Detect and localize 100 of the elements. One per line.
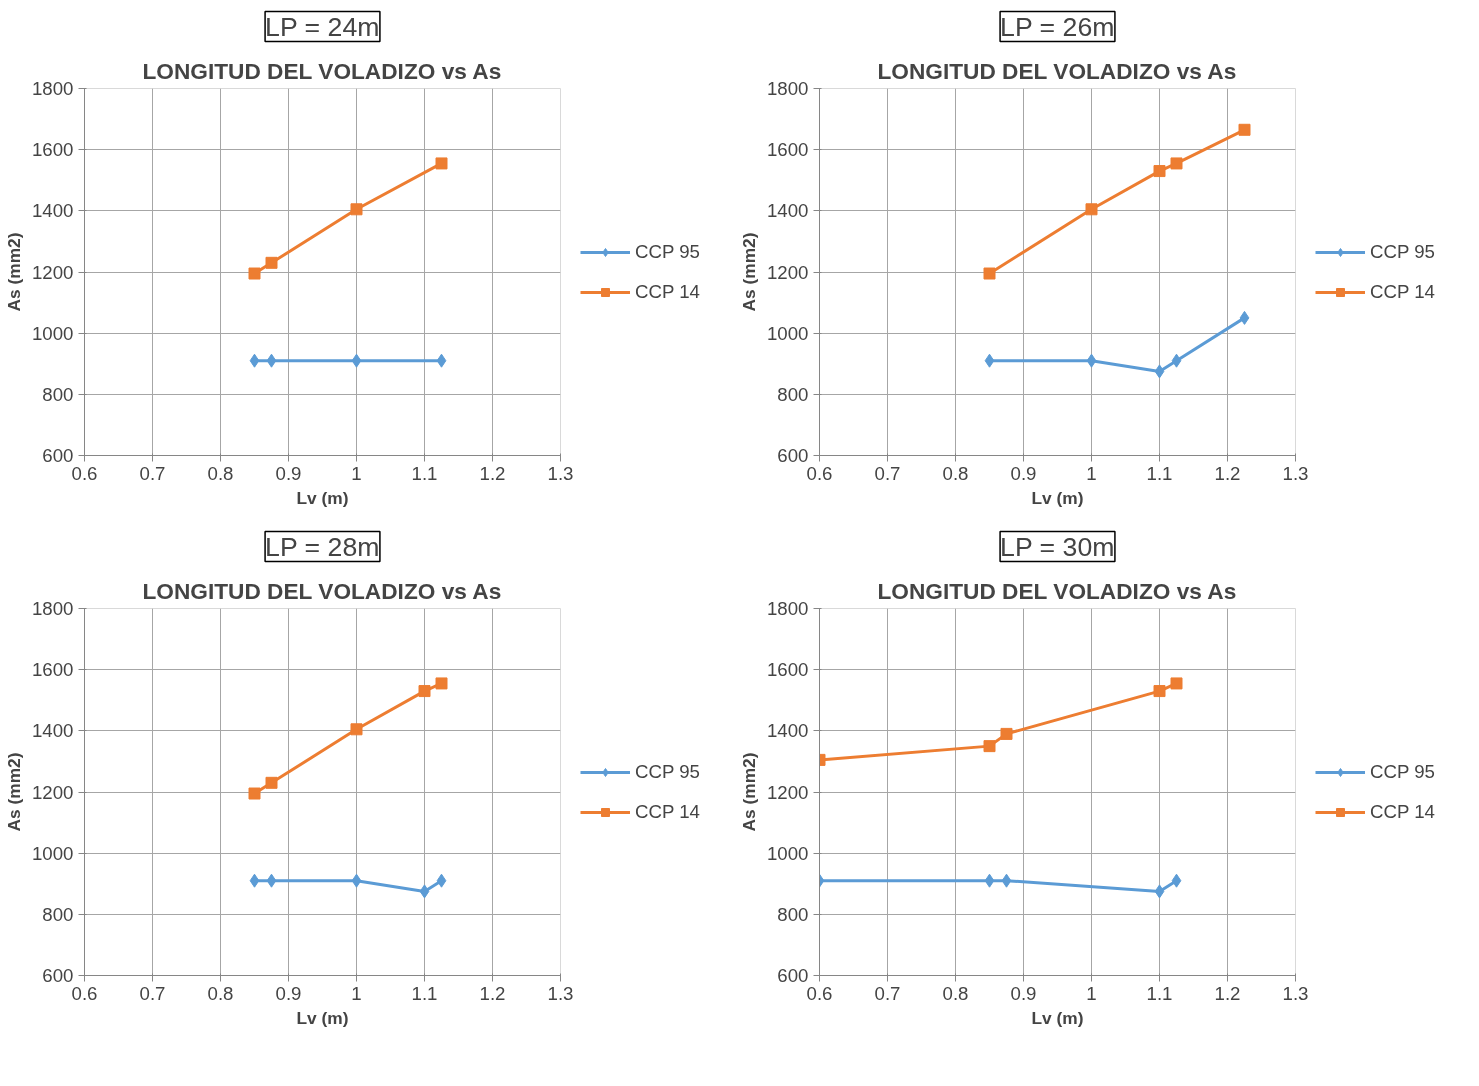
y-tick-label: 600 [777, 965, 809, 986]
point [351, 353, 362, 368]
point [435, 157, 448, 170]
point [1170, 677, 1183, 690]
x-tick-label: 1 [1086, 462, 1097, 484]
point [266, 873, 277, 888]
y-tick-label: 1800 [767, 78, 809, 99]
x-tick-label: 1.3 [1282, 462, 1309, 484]
y-tick-label: 1600 [767, 659, 809, 681]
chart-title: LONGITUD DEL VOLADIZO vs As [877, 57, 1237, 84]
x-axis-title: Lv (m) [296, 1007, 349, 1028]
point [249, 873, 260, 888]
y-tick-label: 800 [777, 383, 809, 405]
y-axis-title: As (mm2) [4, 752, 24, 832]
y-tick-label: 600 [777, 445, 809, 466]
legend-label: CCP 95 [635, 240, 700, 263]
y-tick-label: 1000 [767, 842, 809, 864]
legend-label: CCP 95 [1370, 760, 1435, 783]
point [351, 873, 362, 888]
y-tick-label: 1600 [32, 659, 74, 681]
point [1170, 157, 1183, 170]
point [1238, 123, 1251, 136]
x-tick-label: 1.2 [479, 462, 506, 484]
point [1171, 353, 1182, 368]
y-tick-label: 800 [42, 383, 74, 405]
y-tick-label: 1400 [767, 200, 809, 222]
point [1171, 873, 1182, 888]
x-tick-label: 1.1 [1146, 462, 1173, 484]
x-tick-label: 1.3 [547, 982, 574, 1004]
point [1154, 884, 1165, 899]
x-tick-label: 0.9 [275, 462, 302, 484]
x-axis-title: Lv (m) [296, 487, 349, 508]
chart-title: LONGITUD DEL VOLADIZO vs As [142, 57, 502, 84]
point [1086, 353, 1097, 368]
point [1239, 310, 1250, 325]
x-tick-label: 1.1 [411, 462, 438, 484]
y-tick-label: 1200 [32, 781, 74, 803]
point [984, 873, 995, 888]
chart-subtitle: LP = 26m [1000, 11, 1115, 42]
y-tick-label: 1000 [767, 322, 809, 344]
point [1153, 685, 1166, 698]
point [266, 353, 277, 368]
x-tick-label: 1.3 [547, 462, 574, 484]
x-tick-label: 0.8 [207, 982, 234, 1004]
y-tick-label: 1000 [32, 322, 74, 344]
x-tick-label: 0.7 [139, 462, 166, 484]
y-tick-label: 1600 [32, 139, 74, 161]
y-tick-label: 1800 [767, 598, 809, 619]
chart-title: LONGITUD DEL VOLADIZO vs As [142, 577, 502, 604]
legend-label: CCP 14 [635, 800, 700, 823]
x-tick-label: 0.7 [874, 982, 901, 1004]
chart-title: LONGITUD DEL VOLADIZO vs As [877, 577, 1237, 604]
legend-label: CCP 95 [1370, 240, 1435, 263]
x-tick-label: 1 [1086, 982, 1097, 1004]
point [1154, 364, 1165, 379]
x-tick-label: 0.6 [806, 462, 833, 484]
x-tick-label: 0.6 [806, 982, 833, 1004]
x-tick-label: 1.2 [1214, 982, 1241, 1004]
point [350, 203, 363, 216]
legend-label: CCP 95 [635, 760, 700, 783]
point [983, 267, 996, 280]
point [350, 723, 363, 736]
point [436, 353, 447, 368]
legend-label: CCP 14 [1370, 280, 1435, 303]
y-tick-label: 1800 [32, 598, 74, 619]
y-tick-label: 1800 [32, 78, 74, 99]
x-tick-label: 0.8 [942, 982, 969, 1004]
point [419, 884, 430, 899]
x-tick-label: 1.2 [479, 982, 506, 1004]
point [436, 873, 447, 888]
y-tick-label: 1400 [32, 720, 74, 742]
point [265, 776, 278, 789]
x-tick-label: 0.9 [1010, 462, 1037, 484]
x-tick-label: 1.3 [1282, 982, 1309, 1004]
x-tick-label: 1 [351, 982, 362, 1004]
y-tick-label: 800 [777, 903, 809, 925]
y-tick-label: 1400 [32, 200, 74, 222]
x-tick-label: 0.7 [139, 982, 166, 1004]
chart-subtitle: LP = 30m [1000, 531, 1115, 562]
x-tick-label: 0.9 [275, 982, 302, 1004]
y-tick-label: 1200 [767, 261, 809, 283]
x-tick-label: 1.2 [1214, 462, 1241, 484]
point [435, 677, 448, 690]
y-tick-label: 1600 [767, 139, 809, 161]
y-tick-label: 600 [42, 445, 74, 466]
x-tick-label: 1 [351, 462, 362, 484]
x-tick-label: 1.1 [411, 982, 438, 1004]
x-tick-label: 0.8 [207, 462, 234, 484]
chart-subtitle: LP = 28m [265, 531, 380, 562]
x-tick-label: 0.9 [1010, 982, 1037, 1004]
y-tick-label: 800 [42, 903, 74, 925]
x-tick-label: 1.1 [1146, 982, 1173, 1004]
point [248, 787, 261, 800]
point [418, 685, 431, 698]
x-tick-label: 0.7 [874, 462, 901, 484]
point [1153, 165, 1166, 178]
point [1085, 203, 1098, 216]
chart-subtitle: LP = 24m [265, 11, 380, 42]
point [248, 267, 261, 280]
y-axis-title: As (mm2) [739, 232, 759, 312]
